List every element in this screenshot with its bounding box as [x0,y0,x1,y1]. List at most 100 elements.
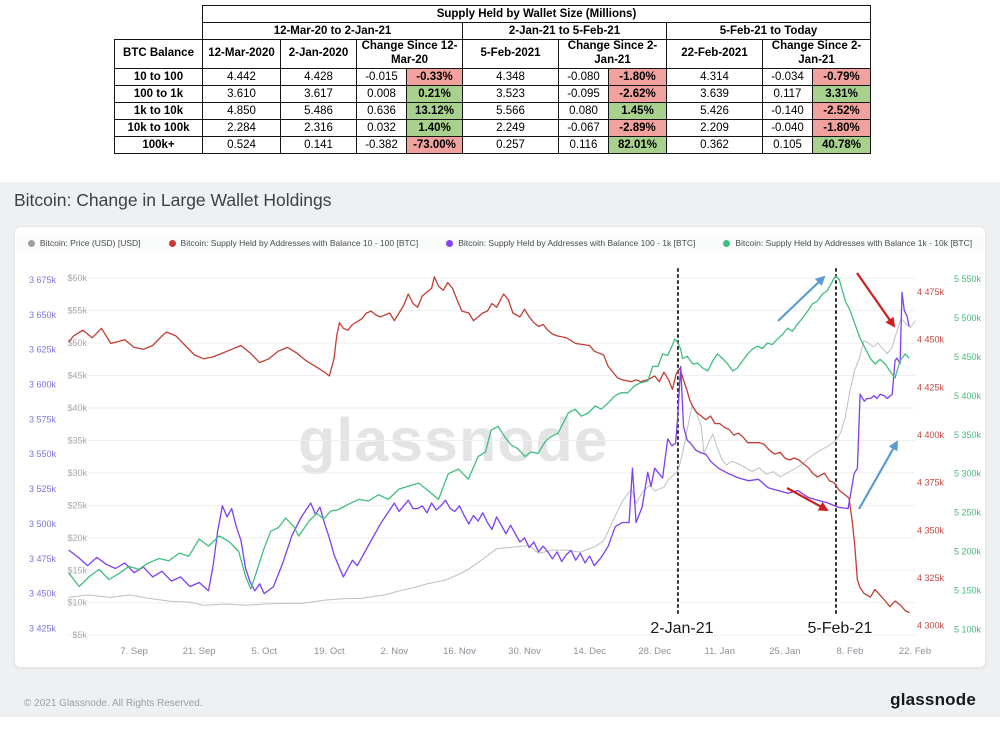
table-row: 10k to 100k 2.284 2.316 0.032 1.40% 2.249 -0.0… [114,118,871,137]
pct-cell: -2.52% [812,101,871,120]
row-label: 10 to 100 [114,67,203,86]
x-axis-tick: 5. Oct [252,646,278,657]
value-cell: 0.032 [356,118,407,137]
value-cell: 3.617 [280,84,357,103]
x-axis-tick: 25. Jan [769,646,800,657]
value-cell: -0.382 [356,135,407,154]
y-axis-tick-price: $30k [67,468,87,478]
glassnode-logo: glassnode [890,690,976,709]
legend-item-price[interactable]: Bitcoin: Price (USD) [USD] [27,238,141,248]
pct-cell: 40.78% [812,135,871,154]
top-section: Supply Held by Wallet Size (Millions) 12-… [0,0,1000,182]
table-row: 100k+ 0.524 0.141 -0.382 -73.00% 0.257 0.116 82… [114,135,871,154]
column-header: BTC Balance [114,39,203,69]
value-cell: 4.314 [666,67,763,86]
y-axis-tick-supply_100_1k: 3 450k [29,589,57,599]
group-header: 5-Feb-21 to Today [666,22,871,40]
value-cell: 0.636 [356,101,407,120]
legend-item-supply_10_100[interactable]: Bitcoin: Supply Held by Addresses with B… [168,238,418,248]
value-cell: -0.080 [558,67,609,86]
y-axis-tick-supply_100_1k: 3 625k [29,345,57,355]
value-cell: 5.486 [280,101,357,120]
value-cell: -0.015 [356,67,407,86]
pct-cell: -73.00% [406,135,463,154]
copyright-text: © 2021 Glassnode. All Rights Reserved. [24,698,203,709]
column-header: Change Since 12-Mar-20 [356,39,463,69]
y-axis-tick-price: $5k [72,630,87,640]
y-axis-tick-supply_100_1k: 3 650k [29,310,57,320]
x-axis-tick: 21. Sep [183,646,216,657]
value-cell: -0.034 [762,67,813,86]
legend-label: Bitcoin: Price (USD) [USD] [39,238,141,248]
legend-item-supply_1k_10k[interactable]: Bitcoin: Supply Held by Addresses with B… [723,238,972,248]
y-axis-tick-supply_1k_10k: 5 250k [954,508,982,518]
value-cell: 4.442 [202,67,281,86]
table-corner-spacer [115,6,203,23]
table-row: 1k to 10k 4.850 5.486 0.636 13.12% 5.566 0.080… [114,101,871,120]
chart-legend: Bitcoin: Price (USD) [USD] Bitcoin: Suppl… [16,233,984,252]
table-corner-spacer [115,23,203,40]
x-axis-tick: 14. Dec [573,646,606,657]
chart-canvas[interactable]: 3 675k 3 650k 3 625k 3 600k 3 575k 3 550k 3 52… [15,227,987,669]
series-supply_1k_10k [68,275,910,590]
value-cell: 0.141 [280,135,357,154]
supply-table: Supply Held by Wallet Size (Millions) 12-… [114,5,871,154]
y-axis-tick-supply_1k_10k: 5 350k [954,430,982,440]
trend-arrow-up-icon [858,440,898,510]
trend-arrow-down-icon [856,272,896,328]
pct-cell: -2.89% [608,118,667,137]
x-axis-tick: 8. Feb [836,646,863,657]
y-axis-tick-supply_10_100: 4 350k [917,525,945,535]
series-supply_100_1k [68,291,910,595]
y-axis-tick-supply_10_100: 4 325k [917,573,945,583]
row-label: 1k to 10k [114,101,203,120]
y-axis-tick-price: $55k [67,306,87,316]
row-label: 100 to 1k [114,84,203,103]
column-header: Change Since 2-Jan-21 [558,39,667,69]
legend-item-supply_100_1k[interactable]: Bitcoin: Supply Held by Addresses with B… [446,238,695,248]
x-axis-tick: 22. Feb [899,646,931,657]
x-axis-tick: 30. Nov [508,646,541,657]
value-cell: 0.105 [762,135,813,154]
y-axis-tick-supply_100_1k: 3 475k [29,554,57,564]
legend-label: Bitcoin: Supply Held by Addresses with B… [735,238,973,248]
value-cell: -0.067 [558,118,609,137]
y-axis-tick-price: $35k [67,435,87,445]
x-axis-tick: 19. Oct [314,646,345,657]
value-cell: 2.316 [280,118,357,137]
series-price [68,317,916,606]
value-cell: 4.850 [202,101,281,120]
pct-cell: 13.12% [406,101,463,120]
x-axis-tick: 11. Jan [705,646,735,657]
y-axis-tick-supply_10_100: 4 425k [917,382,945,392]
y-axis-tick-price: $50k [67,338,87,348]
y-axis-tick-supply_10_100: 4 400k [917,430,945,440]
value-cell: 0.117 [762,84,813,103]
x-axis-tick: 16. Nov [443,646,476,657]
page-title: Bitcoin: Change in Large Wallet Holdings [14,190,332,210]
pct-cell: -0.33% [406,67,463,86]
series-supply_10_100 [68,276,910,614]
y-axis-tick-supply_1k_10k: 5 100k [954,624,982,634]
value-cell: -0.095 [558,84,609,103]
y-axis-tick-supply_100_1k: 3 675k [29,275,57,285]
y-axis-tick-price: $25k [67,500,87,510]
y-axis-tick-supply_1k_10k: 5 500k [954,313,982,323]
y-axis-tick-supply_10_100: 4 450k [917,335,945,345]
footer: © 2021 Glassnode. All Rights Reserved. g… [0,668,1000,717]
row-label: 100k+ [114,135,203,154]
legend-dot-icon [168,239,176,247]
y-axis-tick-supply_100_1k: 3 525k [29,484,57,494]
column-header: Change Since 2-Jan-21 [762,39,871,69]
y-axis-tick-supply_1k_10k: 5 300k [954,469,982,479]
value-cell: 0.116 [558,135,609,154]
value-cell: 3.523 [462,84,559,103]
y-axis-tick-supply_100_1k: 3 500k [29,519,57,529]
y-axis-tick-supply_10_100: 4 375k [917,478,945,488]
y-axis-tick-supply_1k_10k: 5 150k [954,585,982,595]
pct-cell: -0.79% [812,67,871,86]
trend-arrow-down-icon [786,487,829,511]
value-cell: 0.524 [202,135,281,154]
legend-label: Bitcoin: Supply Held by Addresses with B… [458,238,696,248]
value-cell: 0.257 [462,135,559,154]
